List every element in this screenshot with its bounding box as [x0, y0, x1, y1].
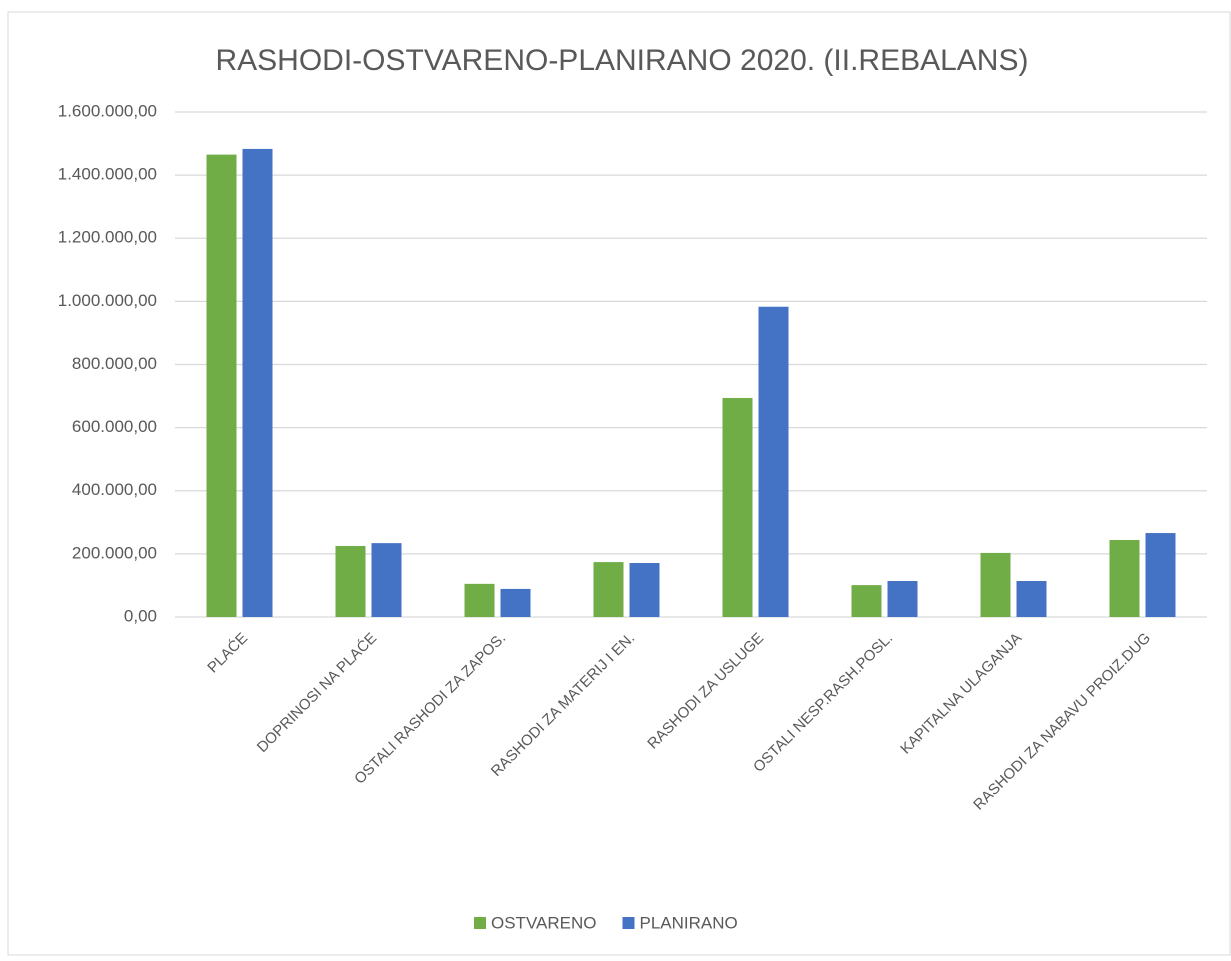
chart-title: RASHODI-OSTVARENO-PLANIRANO 2020. (II.RE…	[216, 44, 1029, 77]
y-tick-label: 200.000,00	[72, 543, 157, 562]
y-tick-label: 800.000,00	[72, 354, 157, 373]
y-tick-label: 400.000,00	[72, 480, 157, 499]
chart-frame	[7, 11, 1231, 956]
bar	[335, 545, 366, 617]
y-tick-label: 600.000,00	[72, 417, 157, 436]
bar	[1145, 533, 1176, 617]
bar	[500, 588, 531, 617]
bar	[980, 552, 1011, 617]
y-tick-label: 1.200.000,00	[58, 228, 157, 247]
legend-label: PLANIRANO	[639, 913, 737, 932]
bar	[593, 562, 624, 617]
y-tick-label: 0,00	[124, 606, 157, 625]
y-tick-label: 1.400.000,00	[58, 165, 157, 184]
bar	[629, 563, 660, 617]
bar	[242, 148, 273, 617]
y-tick-label: 1.000.000,00	[58, 291, 157, 310]
bar	[887, 581, 918, 617]
legend-swatch	[474, 917, 486, 929]
bar	[1016, 581, 1047, 617]
bar	[851, 585, 882, 617]
bar	[464, 583, 495, 617]
bar	[371, 543, 402, 617]
bar	[758, 306, 789, 617]
legend-label: OSTVARENO	[491, 913, 596, 932]
bar	[206, 154, 237, 617]
y-tick-label: 1.600.000,00	[58, 101, 157, 120]
bar	[722, 397, 753, 617]
bar	[1109, 539, 1140, 617]
legend-swatch	[622, 917, 635, 929]
